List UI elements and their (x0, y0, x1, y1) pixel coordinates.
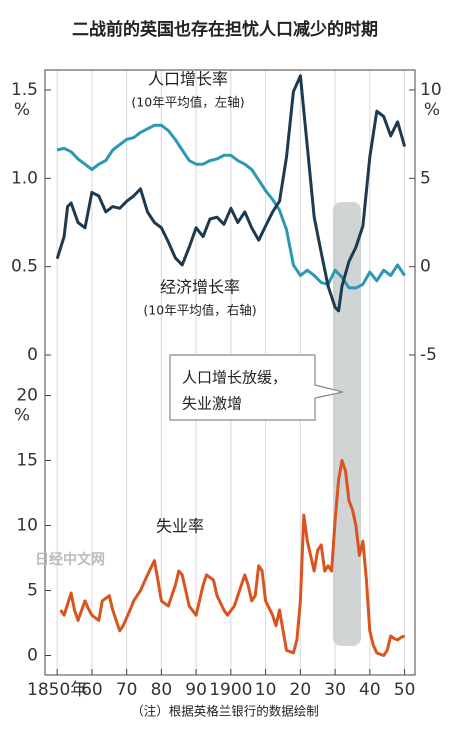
series-label: 经济增长率 (160, 278, 240, 297)
x-tick-label: 90 (185, 680, 207, 700)
watermark: 日经中文网 (35, 551, 105, 568)
footnote: （注）根据英格兰银行的数据绘制 (131, 704, 319, 719)
x-tick-label: 20 (290, 680, 312, 700)
x-tick-label: 30 (324, 680, 346, 700)
y-tick-label: 10 (16, 516, 38, 536)
y-unit: % (14, 100, 30, 120)
y-tick-label: 5 (420, 168, 431, 188)
y-tick-label: 1.0 (11, 168, 38, 188)
plot (55, 74, 407, 657)
y-unit: % (14, 406, 30, 426)
series-line (55, 74, 407, 313)
y-tick-label: -5 (420, 345, 437, 365)
y-tick-label: 1.5 (11, 80, 38, 100)
callout-box (169, 354, 344, 421)
x-tick-label: 80 (151, 680, 173, 700)
x-tick-label: 1850年 (27, 680, 87, 700)
series-line (59, 459, 406, 657)
y-tick-label: 0 (420, 257, 431, 277)
highlight-band (333, 202, 361, 646)
series-line (56, 123, 406, 290)
x-tick-label: 1900 (209, 680, 252, 700)
x-tick-label: 10 (255, 680, 277, 700)
y-tick-label: 10 (420, 80, 442, 100)
series-sublabel: (10年平均值，左轴) (131, 95, 244, 110)
series-label: 失业率 (156, 517, 204, 536)
x-tick-label: 40 (359, 680, 381, 700)
chart-title: 二战前的英国也存在担忧人口减少的时期 (72, 19, 378, 40)
callout-text: 人口增长放缓， (182, 369, 287, 387)
y-tick-label: 0.5 (11, 257, 38, 277)
callout-text: 失业激增 (182, 395, 242, 413)
series-label: 人口增长率 (148, 70, 228, 89)
y-tick-label: 15 (16, 451, 38, 471)
y-tick-label: 0 (27, 345, 38, 365)
y-tick-label: 0 (27, 646, 38, 666)
y-tick-label: 20 (16, 386, 38, 406)
y-unit: % (424, 100, 440, 120)
series-sublabel: (10年平均值，右轴) (143, 303, 256, 318)
y-tick-label: 5 (27, 581, 38, 601)
x-tick-label: 60 (81, 680, 103, 700)
plot-frame (44, 69, 416, 676)
x-tick-label: 50 (394, 680, 416, 700)
x-tick-label: 70 (116, 680, 138, 700)
